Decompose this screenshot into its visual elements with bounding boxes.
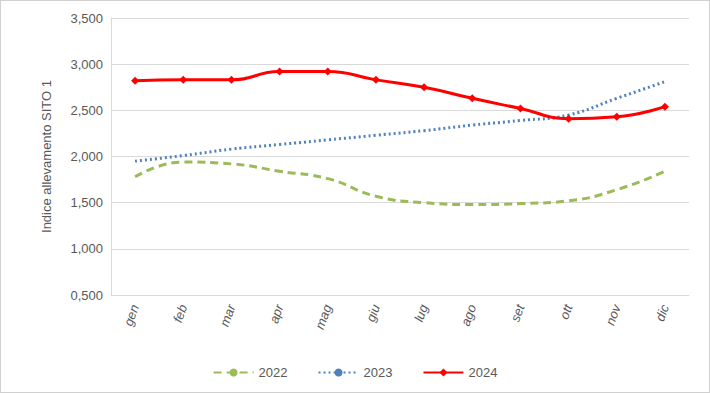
svg-text:2024: 2024 [468, 365, 497, 380]
svg-text:nov: nov [603, 301, 625, 327]
svg-text:2022: 2022 [259, 365, 288, 380]
svg-text:3,000: 3,000 [70, 57, 103, 72]
svg-text:2,000: 2,000 [70, 149, 103, 164]
svg-text:2023: 2023 [364, 365, 393, 380]
svg-text:ago: ago [458, 302, 480, 328]
svg-text:dic: dic [652, 302, 672, 323]
svg-text:mar: mar [217, 302, 239, 329]
svg-text:1,500: 1,500 [70, 195, 103, 210]
svg-text:lug: lug [411, 302, 431, 324]
svg-text:gen: gen [121, 302, 143, 328]
svg-text:set: set [507, 301, 527, 324]
svg-text:feb: feb [170, 302, 190, 324]
svg-text:3,500: 3,500 [70, 11, 103, 26]
svg-text:apr: apr [266, 302, 287, 325]
svg-text:0,500: 0,500 [70, 288, 103, 303]
svg-text:2,500: 2,500 [70, 103, 103, 118]
svg-text:Indice allevamento SITO 1: Indice allevamento SITO 1 [39, 80, 54, 233]
svg-text:ott: ott [557, 301, 577, 321]
svg-text:mag: mag [312, 302, 335, 332]
svg-text:1,000: 1,000 [70, 241, 103, 256]
svg-text:giu: giu [363, 302, 383, 323]
